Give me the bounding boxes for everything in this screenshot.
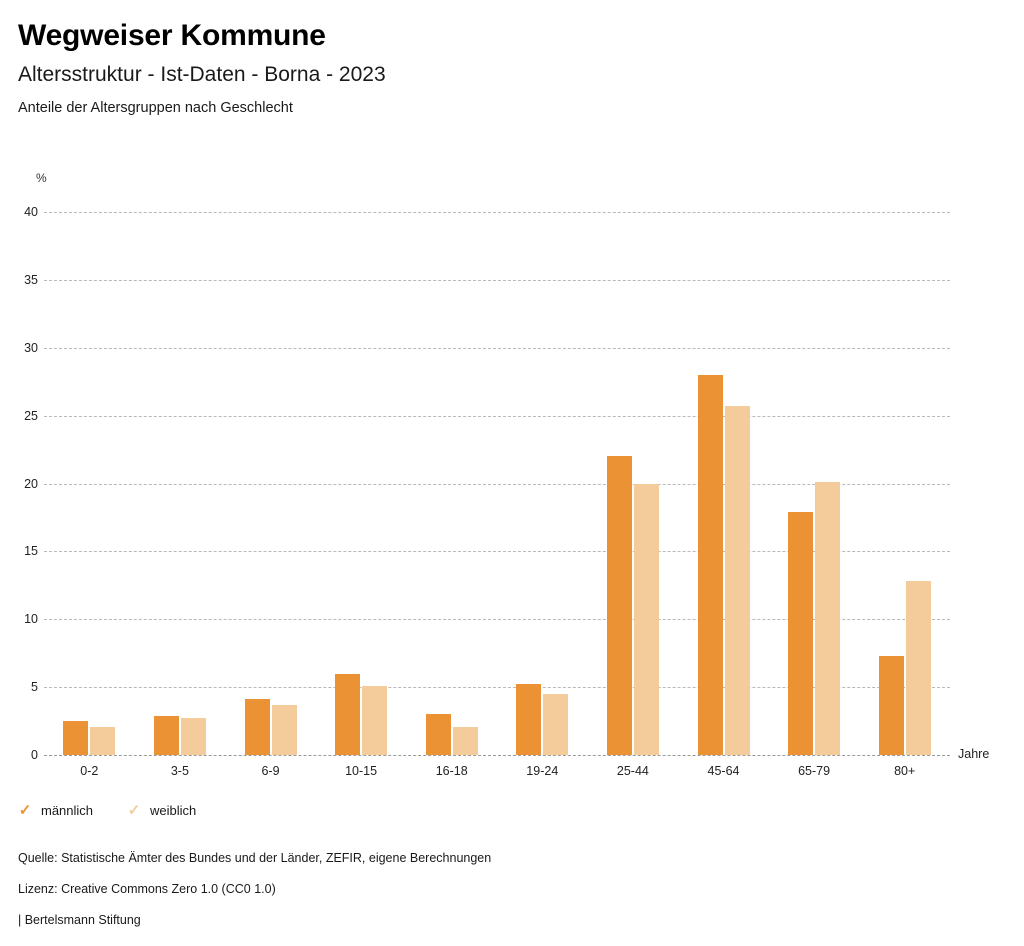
- y-axis-tick-label: 30: [24, 340, 38, 355]
- bar-group: [335, 212, 388, 755]
- gridline: [44, 347, 950, 349]
- source-line: Quelle: Statistische Ämter des Bundes un…: [18, 851, 492, 865]
- y-axis-tick-label: 35: [24, 272, 38, 287]
- bar-group: [63, 212, 116, 755]
- bar-männlich-0-2[interactable]: [63, 721, 89, 755]
- x-axis-tick-label: 45-64: [707, 764, 740, 778]
- chart-footer: Quelle: Statistische Ämter des Bundes un…: [18, 843, 998, 936]
- bar-group: [516, 212, 569, 755]
- bar-weiblich-80+[interactable]: [905, 581, 931, 755]
- bar-männlich-65-79[interactable]: [788, 512, 814, 755]
- x-axis-tick-label: 25-44: [616, 764, 649, 778]
- x-axis-tick-label: 16-18: [435, 764, 468, 778]
- chart-legend: ✓ männlich ✓ weiblich: [18, 801, 197, 819]
- bar-group: [153, 212, 206, 755]
- y-axis-tick-label: 0: [31, 748, 38, 762]
- gridline: [44, 619, 950, 621]
- check-icon: ✓: [127, 801, 141, 819]
- gridline: [44, 755, 950, 756]
- bar-weiblich-10-15[interactable]: [362, 685, 388, 755]
- bar-männlich-45-64[interactable]: [697, 374, 723, 755]
- bar-männlich-19-24[interactable]: [516, 684, 542, 755]
- page-title: Wegweiser Kommune: [18, 19, 326, 52]
- legend-label: männlich: [41, 803, 94, 818]
- chart-description: Anteile der Altersgruppen nach Geschlech…: [18, 100, 293, 116]
- gridline: [44, 279, 950, 281]
- bar-weiblich-65-79[interactable]: [815, 482, 841, 755]
- y-axis-tick-label: 25: [24, 408, 38, 423]
- bar-männlich-6-9[interactable]: [244, 699, 270, 755]
- chart-subtitle: Altersstruktur - Ist-Daten - Borna - 202…: [18, 63, 386, 86]
- bar-group: [697, 212, 750, 755]
- bar-group: [425, 212, 478, 755]
- legend-item-weiblich[interactable]: ✓ weiblich: [127, 801, 197, 819]
- bar-weiblich-0-2[interactable]: [90, 726, 116, 755]
- bar-group: [606, 212, 659, 755]
- x-axis-tick-label: 80+: [894, 764, 916, 778]
- x-axis-label: Jahre: [958, 747, 990, 761]
- chart-header: Wegweiser Kommune Altersstruktur - Ist-D…: [18, 16, 998, 119]
- y-axis-tick-label: 5: [31, 680, 38, 695]
- check-icon: ✓: [18, 801, 32, 819]
- bar-weiblich-3-5[interactable]: [180, 718, 206, 755]
- y-axis-tick-label: 40: [24, 205, 38, 219]
- bar-männlich-3-5[interactable]: [153, 715, 179, 755]
- plot-area: [44, 212, 950, 756]
- x-axis-tick-label: 19-24: [526, 764, 559, 778]
- x-axis-tick-label: 0-2: [80, 764, 99, 778]
- bar-weiblich-19-24[interactable]: [543, 693, 569, 755]
- bar-series-container: [44, 212, 950, 755]
- bar-weiblich-6-9[interactable]: [271, 704, 297, 755]
- x-axis-tick-label: 10-15: [345, 764, 378, 778]
- y-axis-tick-label: 15: [24, 544, 38, 559]
- gridline: [44, 483, 950, 485]
- bar-männlich-80+[interactable]: [878, 655, 904, 755]
- bar-weiblich-25-44[interactable]: [633, 483, 659, 755]
- bar-männlich-16-18[interactable]: [425, 714, 451, 755]
- legend-item-männlich[interactable]: ✓ männlich: [18, 801, 94, 819]
- gridline: [44, 415, 950, 417]
- bar-group: [878, 212, 931, 755]
- y-axis-ticks: 0 5 10 15 20 25 30 35 40: [0, 205, 38, 762]
- legend-label: weiblich: [150, 803, 197, 818]
- license-line: Lizenz: Creative Commons Zero 1.0 (CC0 1…: [18, 882, 276, 896]
- bar-männlich-25-44[interactable]: [606, 456, 632, 755]
- bar-group: [788, 212, 841, 755]
- bar-weiblich-45-64[interactable]: [724, 406, 750, 755]
- publisher-line: | Bertelsmann Stiftung: [18, 913, 141, 927]
- bar-weiblich-16-18[interactable]: [452, 726, 478, 755]
- x-axis-tick-label: 65-79: [798, 764, 831, 778]
- y-axis-tick-label: 20: [24, 476, 38, 491]
- gridline: [44, 551, 950, 553]
- y-axis-tick-label: 10: [24, 612, 38, 627]
- x-axis-tick-label: 6-9: [261, 764, 280, 778]
- gridline: [44, 687, 950, 689]
- bar-männlich-10-15[interactable]: [335, 673, 361, 755]
- gridline: [44, 212, 950, 213]
- y-axis-unit-label: %: [36, 171, 47, 185]
- bar-group: [244, 212, 297, 755]
- x-axis-tick-label: 3-5: [170, 764, 189, 778]
